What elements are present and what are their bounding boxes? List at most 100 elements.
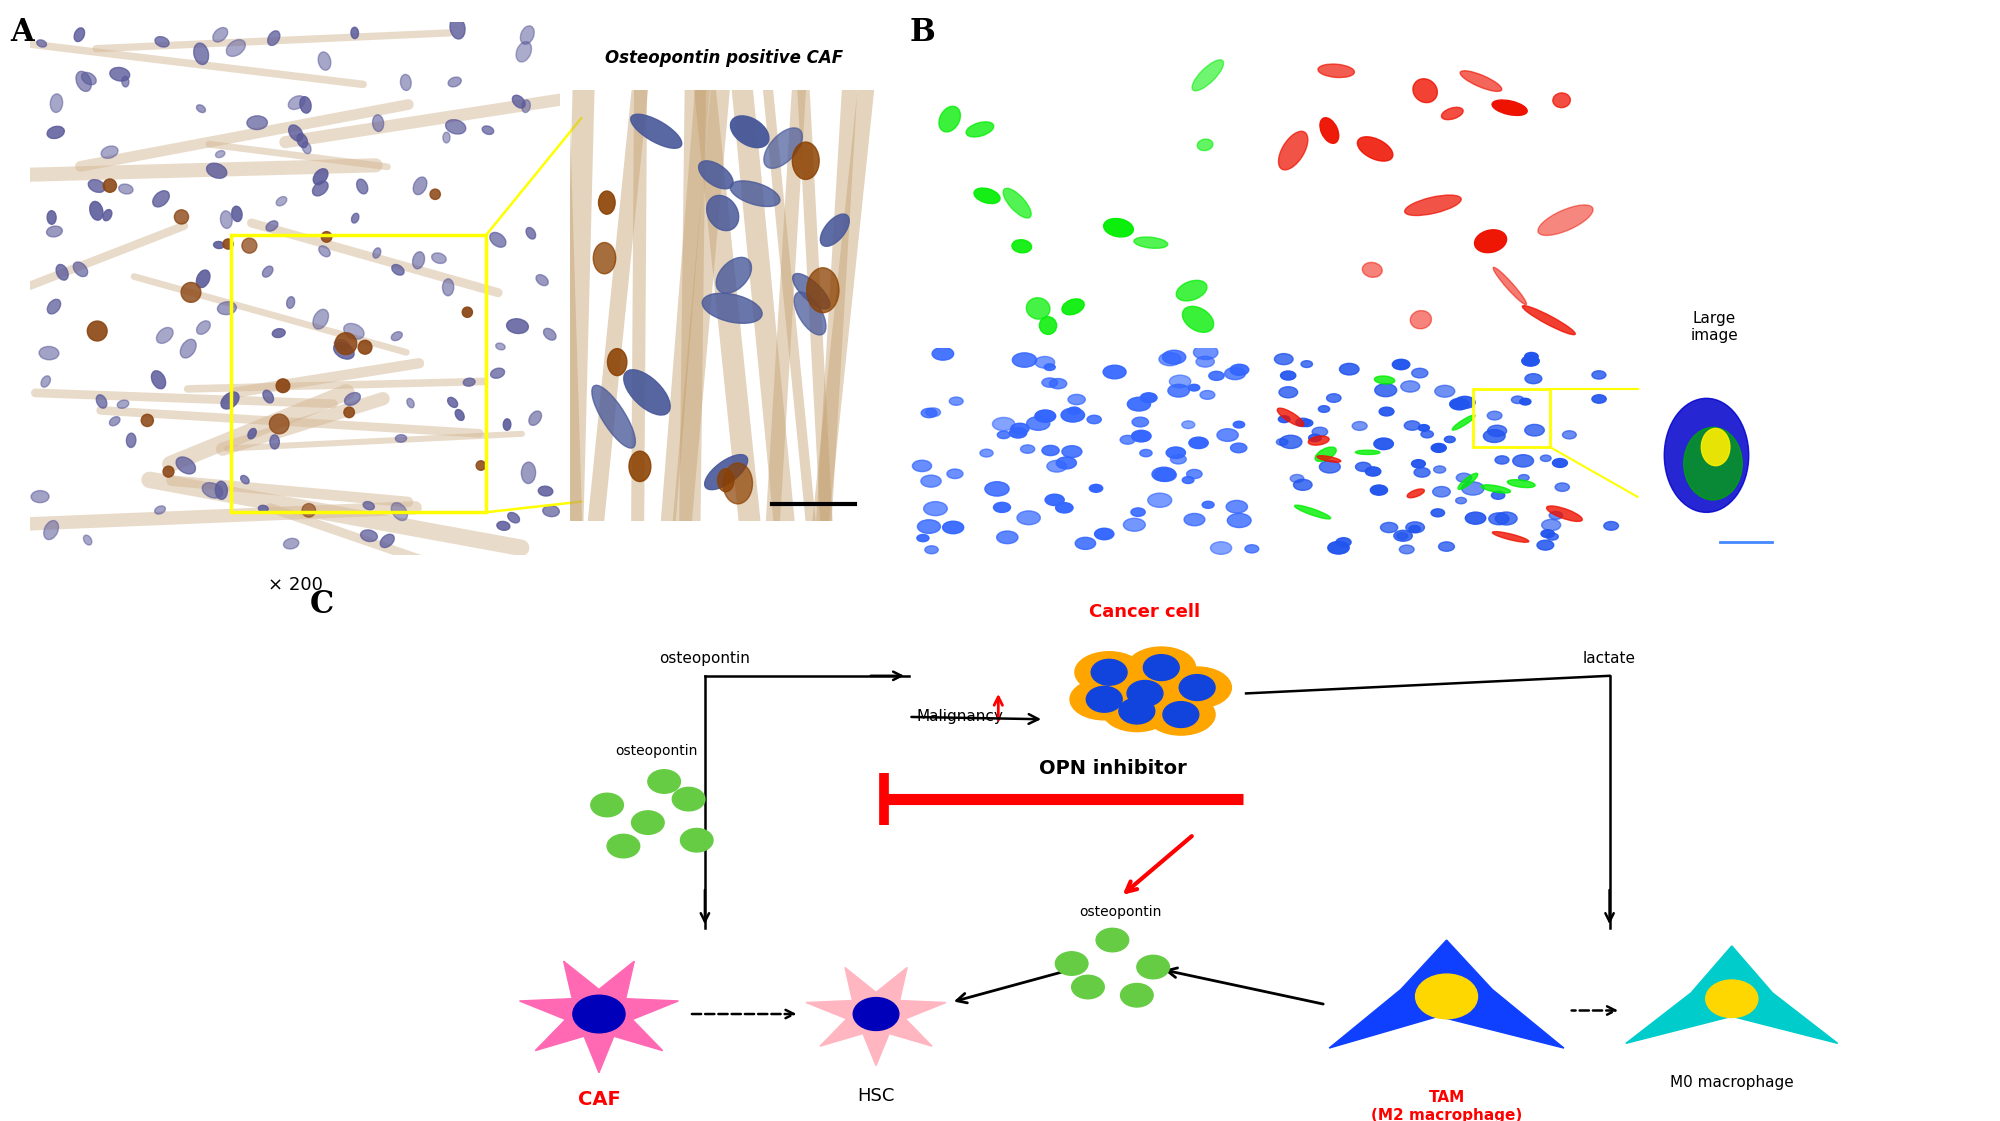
Text: osteopontin: osteopontin <box>1080 905 1162 919</box>
Ellipse shape <box>48 211 56 224</box>
Ellipse shape <box>1316 447 1336 462</box>
Circle shape <box>792 142 820 179</box>
Ellipse shape <box>126 433 136 447</box>
Circle shape <box>164 466 174 478</box>
Ellipse shape <box>42 376 50 387</box>
Ellipse shape <box>156 327 174 343</box>
Circle shape <box>1444 436 1456 443</box>
Text: OPN: OPN <box>924 35 960 50</box>
Circle shape <box>996 531 1018 544</box>
Ellipse shape <box>1182 306 1214 332</box>
Ellipse shape <box>1552 93 1570 108</box>
Ellipse shape <box>122 76 128 87</box>
Text: C: C <box>310 589 334 620</box>
Circle shape <box>1154 469 1176 482</box>
Ellipse shape <box>32 491 50 502</box>
Circle shape <box>1320 461 1340 473</box>
Ellipse shape <box>1062 299 1084 315</box>
Ellipse shape <box>456 409 464 420</box>
Circle shape <box>1404 420 1420 430</box>
Ellipse shape <box>1492 531 1528 543</box>
Bar <box>232 235 486 512</box>
Ellipse shape <box>820 214 850 247</box>
Circle shape <box>1194 345 1218 360</box>
Circle shape <box>994 502 1010 512</box>
Circle shape <box>1412 460 1426 467</box>
Circle shape <box>182 282 200 303</box>
Ellipse shape <box>1492 100 1528 115</box>
Circle shape <box>1144 655 1180 680</box>
Ellipse shape <box>154 506 166 515</box>
Circle shape <box>142 415 154 426</box>
Ellipse shape <box>542 506 560 517</box>
Ellipse shape <box>522 100 530 112</box>
Circle shape <box>1186 470 1202 479</box>
Circle shape <box>1546 534 1558 540</box>
Ellipse shape <box>194 43 208 65</box>
Circle shape <box>1488 512 1508 525</box>
Ellipse shape <box>592 386 636 448</box>
Circle shape <box>1326 393 1342 402</box>
Ellipse shape <box>966 122 994 137</box>
Ellipse shape <box>1070 678 1138 720</box>
Circle shape <box>1224 368 1246 380</box>
Circle shape <box>1352 421 1368 430</box>
Circle shape <box>1086 686 1122 712</box>
Circle shape <box>1104 365 1126 379</box>
Circle shape <box>1208 371 1224 380</box>
Circle shape <box>1140 450 1152 456</box>
Ellipse shape <box>1162 667 1232 708</box>
Ellipse shape <box>704 455 748 490</box>
Circle shape <box>630 451 650 482</box>
Ellipse shape <box>176 457 196 474</box>
Ellipse shape <box>1460 71 1502 92</box>
Circle shape <box>1046 494 1064 506</box>
Ellipse shape <box>1404 195 1462 215</box>
Ellipse shape <box>794 291 826 335</box>
Circle shape <box>1438 541 1454 552</box>
Ellipse shape <box>84 535 92 545</box>
Text: M0 macrophage: M0 macrophage <box>1670 1075 1794 1090</box>
Ellipse shape <box>1482 484 1510 493</box>
Circle shape <box>1414 467 1430 478</box>
Ellipse shape <box>344 324 364 340</box>
Circle shape <box>1450 398 1470 410</box>
Ellipse shape <box>270 435 280 450</box>
Ellipse shape <box>212 28 228 41</box>
Circle shape <box>1184 513 1204 526</box>
Ellipse shape <box>432 253 446 263</box>
Ellipse shape <box>496 343 506 350</box>
Circle shape <box>1170 455 1186 464</box>
Ellipse shape <box>312 182 328 196</box>
Ellipse shape <box>1442 108 1464 120</box>
Circle shape <box>1456 498 1466 503</box>
Ellipse shape <box>312 309 328 330</box>
Ellipse shape <box>82 73 96 85</box>
Ellipse shape <box>1040 317 1056 334</box>
Ellipse shape <box>1146 694 1216 735</box>
Ellipse shape <box>1494 267 1526 305</box>
Circle shape <box>926 408 940 417</box>
Circle shape <box>476 461 486 471</box>
Circle shape <box>1230 443 1246 453</box>
Ellipse shape <box>730 180 780 206</box>
Circle shape <box>1034 356 1054 368</box>
Circle shape <box>1158 353 1182 365</box>
Circle shape <box>1524 352 1538 361</box>
Circle shape <box>1380 522 1398 532</box>
Ellipse shape <box>1104 219 1134 237</box>
Ellipse shape <box>716 258 752 294</box>
Ellipse shape <box>526 228 536 239</box>
Circle shape <box>1118 698 1154 724</box>
Circle shape <box>1090 484 1102 492</box>
Circle shape <box>854 998 898 1030</box>
Ellipse shape <box>216 150 224 158</box>
Ellipse shape <box>1278 131 1308 170</box>
Circle shape <box>1512 396 1524 404</box>
Text: Cancer cell: Cancer cell <box>1090 603 1200 621</box>
Circle shape <box>1128 397 1150 411</box>
Ellipse shape <box>446 120 466 135</box>
Circle shape <box>998 432 1010 438</box>
Circle shape <box>1552 458 1568 467</box>
Circle shape <box>1432 444 1446 453</box>
